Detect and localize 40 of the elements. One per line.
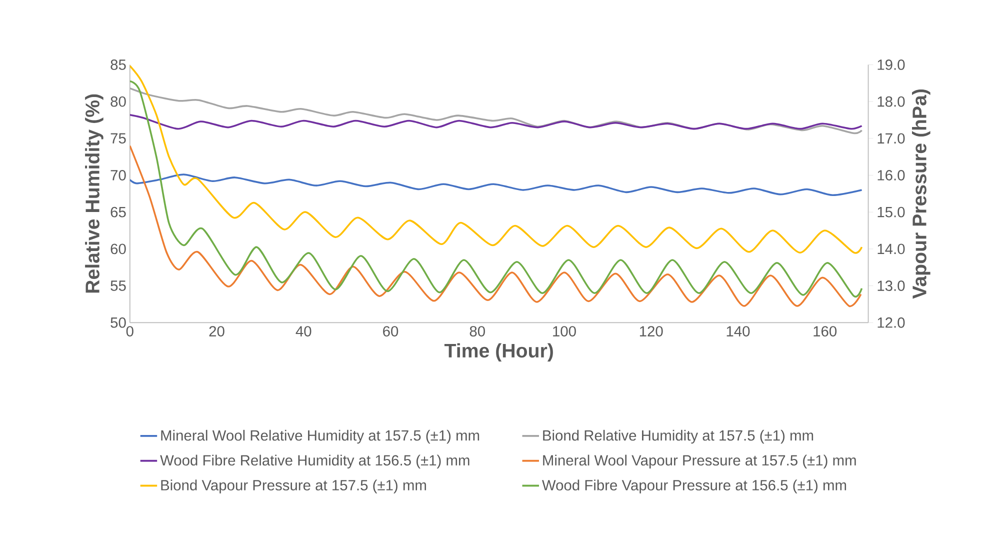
line-series — [130, 173, 863, 196]
x-tick-label: 160 — [814, 326, 837, 336]
legend-label: Wood Fibre Vapour Pressure at 156.5 (±1) mm — [542, 480, 846, 494]
y2-tick-label: 19.0 — [878, 59, 905, 70]
x-tick-label: 100 — [553, 326, 576, 336]
legend-label: Mineral Wool Relative Humidity at 157.5 (±1) mm — [161, 430, 480, 444]
legend-label: Wood Fibre Relative Humidity at 156.5 (±1) mm — [160, 454, 470, 468]
y-tick-label: 70 — [110, 170, 126, 180]
line-series — [130, 64, 863, 254]
legend-label: Biond Relative Humidity at 157.5 (±1) mm — [543, 430, 814, 444]
y-tick-label: 55 — [110, 280, 126, 291]
y2-tick-label: 13.0 — [878, 280, 905, 291]
y-tick-label: 50 — [110, 317, 126, 328]
y2-axis-title: Vapour Pressure (hPa) — [912, 89, 930, 299]
x-tick-label: 0 — [126, 326, 134, 336]
y-tick-label: 80 — [110, 96, 126, 107]
x-tick-label: 20 — [209, 326, 224, 336]
line-series — [130, 87, 863, 134]
x-tick-label: 80 — [470, 326, 485, 336]
legend-label: Mineral Wool Vapour Pressure at 157.5 (±1) mm — [543, 454, 856, 468]
y2-tick-label: 18.0 — [878, 96, 905, 107]
y2-tick-label: 16.0 — [878, 170, 905, 180]
y2-tick-label: 12.0 — [878, 317, 905, 328]
legend-label: Biond Vapour Pressure at 157.5 (±1) mm — [161, 480, 426, 494]
x-tick-label: 120 — [640, 326, 663, 336]
y-tick-label: 60 — [110, 244, 126, 254]
y2-tick-label: 17.0 — [878, 133, 905, 144]
y-tick-label: 75 — [110, 133, 126, 144]
y-tick-label: 85 — [110, 59, 126, 70]
y-axis-title: Relative Humidity (%) — [85, 94, 104, 292]
x-tick-label: 40 — [296, 326, 312, 336]
line-series — [130, 114, 863, 130]
y2-tick-label: 14.0 — [878, 244, 905, 254]
x-axis-title: Time (Hour) — [444, 343, 553, 362]
line-series — [130, 80, 863, 297]
line-series — [130, 144, 862, 307]
y2-tick-label: 15.0 — [878, 206, 905, 218]
y-tick-label: 65 — [110, 206, 126, 218]
x-tick-label: 140 — [726, 326, 750, 336]
x-tick-label: 60 — [383, 326, 398, 336]
